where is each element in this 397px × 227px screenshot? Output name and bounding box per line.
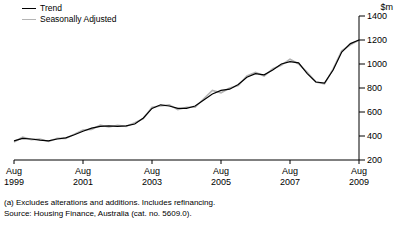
svg-text:Aug2009: Aug2009 (349, 166, 369, 187)
svg-text:600: 600 (367, 107, 382, 117)
svg-text:200: 200 (367, 155, 382, 165)
svg-text:Aug1999: Aug1999 (8, 166, 24, 187)
svg-text:Aug2005: Aug2005 (211, 166, 231, 187)
svg-text:Aug2007: Aug2007 (280, 166, 300, 187)
svg-text:Aug2003: Aug2003 (142, 166, 162, 187)
svg-text:1000: 1000 (367, 59, 387, 69)
html-text:Seasonally Adjusted: Seasonally Adjusted (40, 14, 117, 24)
svg-text:1400: 1400 (367, 11, 387, 21)
html-text:(a) Excludes alterations and a: (a) Excludes alterations and additions. … (4, 198, 216, 207)
html-text:Trend: Trend (40, 3, 62, 13)
svg-text:400: 400 (367, 131, 382, 141)
svg-text:800: 800 (367, 83, 382, 93)
html-text:Source: Housing Finance, Austr: Source: Housing Finance, Australia (cat.… (4, 209, 192, 218)
svg-text:1200: 1200 (367, 35, 387, 45)
svg-text:Aug2001: Aug2001 (73, 166, 93, 187)
html-text:$m: $m (380, 2, 393, 12)
